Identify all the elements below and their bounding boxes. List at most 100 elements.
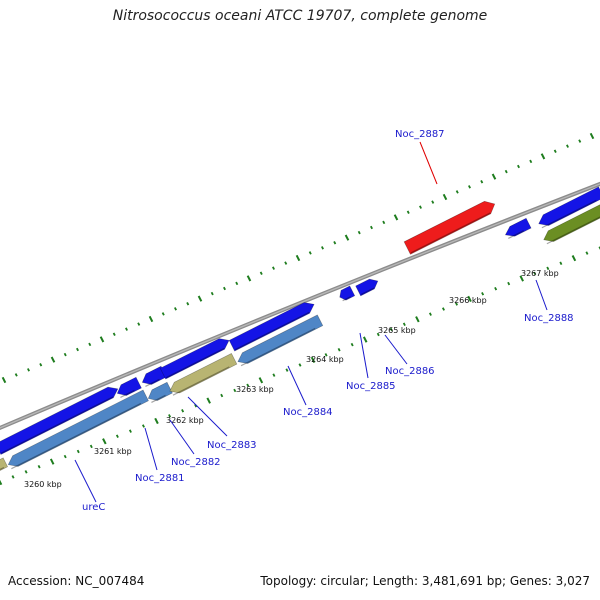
- tick-mark: [154, 417, 159, 425]
- tick-mark: [89, 444, 93, 449]
- tick-mark: [181, 409, 185, 413]
- tick-mark: [39, 363, 43, 367]
- tick-mark: [393, 214, 399, 221]
- gene-arrow-shade: [172, 366, 230, 396]
- gene-arrow-shape: [355, 278, 379, 297]
- scale-label: 3260 kbp: [24, 480, 62, 489]
- tick-mark: [197, 295, 203, 302]
- scale-label: 3265 kbp: [378, 326, 416, 335]
- gene-arrow-shade: [546, 215, 600, 245]
- tick-mark: [14, 373, 18, 377]
- tick-mark: [455, 302, 459, 306]
- tick-mark: [258, 377, 264, 384]
- gene-label: Noc_2884: [283, 407, 333, 418]
- tick-mark: [519, 275, 524, 282]
- gene-label: Noc_2881: [135, 473, 185, 484]
- tick-mark: [11, 475, 15, 479]
- gene-label: Noc_2885: [346, 381, 396, 392]
- gene-label: Noc_2888: [524, 313, 574, 324]
- gene-arrow-shade: [145, 378, 160, 387]
- tick-mark: [310, 356, 316, 364]
- tick-mark: [344, 234, 350, 241]
- tick-mark: [571, 255, 577, 262]
- scale-label: 3266 kbp: [449, 296, 487, 305]
- gene-rna: [0, 457, 9, 472]
- tick-mark: [206, 397, 211, 404]
- genome-summary-text: Topology: circular; Length: 3,481,691 bp…: [260, 574, 590, 588]
- gene-forward: [355, 278, 379, 297]
- gene-reverse: [7, 389, 149, 470]
- gene-arrow-shade: [165, 347, 225, 379]
- gene-arrow-shade: [11, 402, 142, 470]
- gene-rna: [169, 353, 238, 396]
- tick-mark: [481, 292, 485, 296]
- tick-mark: [546, 266, 550, 271]
- tick-mark: [0, 479, 3, 486]
- tick-mark: [115, 434, 119, 438]
- gene-label: Noc_2887: [395, 129, 445, 140]
- gene-label: ureC: [82, 502, 105, 513]
- tick-mark: [246, 383, 250, 388]
- gene-label-leader: [187, 396, 228, 437]
- scale-label: 3263 kbp: [236, 385, 274, 394]
- gene-arrow-shape: [543, 202, 600, 242]
- gene-forward: [0, 386, 119, 455]
- gene-arrow-shade: [508, 230, 524, 239]
- tick-mark: [63, 454, 67, 459]
- tick-mark: [285, 368, 289, 372]
- tick-mark: [76, 449, 80, 454]
- tick-mark: [128, 429, 132, 433]
- tick-mark: [441, 307, 445, 311]
- tick-mark: [246, 275, 252, 282]
- tick-mark: [370, 225, 373, 230]
- tick-mark: [308, 251, 312, 255]
- gene-reverse: [237, 314, 324, 367]
- tick-mark: [494, 286, 498, 291]
- gene-arrow-shape: [504, 217, 532, 237]
- tick-mark: [88, 342, 92, 347]
- tick-mark: [362, 336, 368, 343]
- tick-mark: [210, 291, 214, 296]
- tick-mark: [37, 464, 41, 469]
- tick-mark: [235, 281, 239, 286]
- tick-mark: [174, 307, 177, 311]
- tick-mark: [540, 153, 546, 160]
- tick-mark: [186, 302, 190, 306]
- gene-arrow-shape: [339, 285, 356, 301]
- tick-mark: [455, 190, 459, 194]
- gene-forward: [538, 186, 600, 229]
- gene-label: Noc_2883: [207, 440, 257, 451]
- tick-mark: [284, 261, 288, 265]
- tick-mark: [272, 266, 275, 270]
- gene-label-leader: [287, 365, 307, 406]
- gene-arrow-shade: [151, 394, 166, 403]
- accession-text: Accession: NC_007484: [8, 574, 145, 588]
- gene-forward: [159, 338, 230, 380]
- tick-mark: [419, 205, 422, 209]
- gene-arrow-shape: [0, 386, 119, 455]
- tick-mark: [533, 271, 537, 276]
- tick-mark: [553, 149, 557, 153]
- gene-label: Noc_2886: [385, 366, 435, 377]
- backbone-highlight: [0, 183, 600, 429]
- scale-label: 3267 kbp: [521, 269, 559, 278]
- tick-mark: [337, 347, 341, 352]
- tick-mark: [125, 327, 128, 331]
- gene-label-leader: [535, 279, 548, 311]
- tick-mark: [382, 220, 386, 225]
- gene-arrow-shade: [0, 466, 5, 472]
- tick-mark: [585, 251, 589, 255]
- gene-label-leader: [359, 332, 369, 379]
- gene-arrow-shade: [120, 389, 135, 398]
- gene-label-leader: [419, 141, 438, 185]
- tick-mark: [27, 368, 30, 372]
- gene-label-leader: [144, 427, 158, 471]
- gene-arrow-shape: [7, 389, 149, 467]
- gene-arrow-shape: [237, 314, 324, 364]
- gene-noc-2887: [403, 200, 496, 255]
- tick-mark: [112, 332, 116, 336]
- gene-arrow-shape: [169, 353, 238, 394]
- tick-mark: [468, 185, 471, 189]
- gene-reverse: [147, 381, 173, 403]
